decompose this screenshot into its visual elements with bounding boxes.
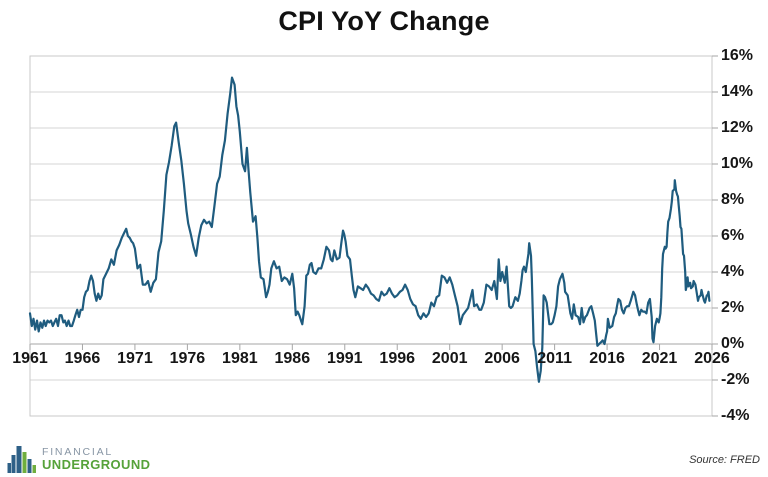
x-tick-label: 2016 — [589, 350, 625, 367]
y-tick-label: -2% — [721, 371, 750, 388]
y-tick-label: -4% — [721, 407, 750, 424]
logo-text-financial: FINANCIAL — [42, 446, 114, 458]
logo-bar — [27, 459, 32, 473]
logo-bar — [16, 446, 22, 473]
source-note: Source: FRED — [689, 454, 760, 466]
logo-bar — [7, 463, 11, 473]
x-tick-label: 2006 — [484, 350, 520, 367]
x-tick-label: 1961 — [12, 350, 48, 367]
x-tick-label: 1986 — [274, 350, 311, 367]
logo-text-underground: UNDERGROUND — [42, 457, 151, 472]
x-tick-label: 2001 — [431, 350, 468, 367]
x-tick-label: 1981 — [222, 350, 258, 367]
logo-bar — [22, 452, 27, 473]
financial-underground-logo: FINANCIAL UNDERGROUND — [7, 443, 150, 474]
cpi-yoy-line — [28, 76, 711, 383]
y-tick-label: 10% — [721, 155, 754, 172]
y-tick-label: 14% — [721, 83, 754, 100]
x-tick-label: 1996 — [379, 350, 416, 367]
x-tick-label: 2026 — [694, 350, 730, 367]
logo-bar — [32, 465, 36, 473]
logo-bar — [11, 455, 16, 473]
y-tick-label: 12% — [721, 119, 754, 136]
chart-title: CPI YoY Change — [278, 6, 490, 36]
x-tick-label: 1976 — [169, 350, 206, 367]
y-tick-label: 4% — [721, 263, 745, 280]
y-tick-label: 16% — [721, 47, 754, 64]
y-tick-label: 6% — [721, 227, 745, 244]
x-tick-label: 2011 — [537, 350, 572, 367]
x-tick-label: 2021 — [641, 350, 678, 367]
x-tick-label: 1991 — [326, 350, 363, 367]
y-tick-label: 0% — [721, 335, 745, 352]
x-tick-label: 1971 — [117, 350, 153, 367]
bar-chart-buildings-icon — [7, 446, 36, 473]
x-tick-label: 1966 — [64, 350, 101, 367]
y-tick-label: 2% — [721, 299, 745, 316]
y-tick-label: 8% — [721, 191, 745, 208]
